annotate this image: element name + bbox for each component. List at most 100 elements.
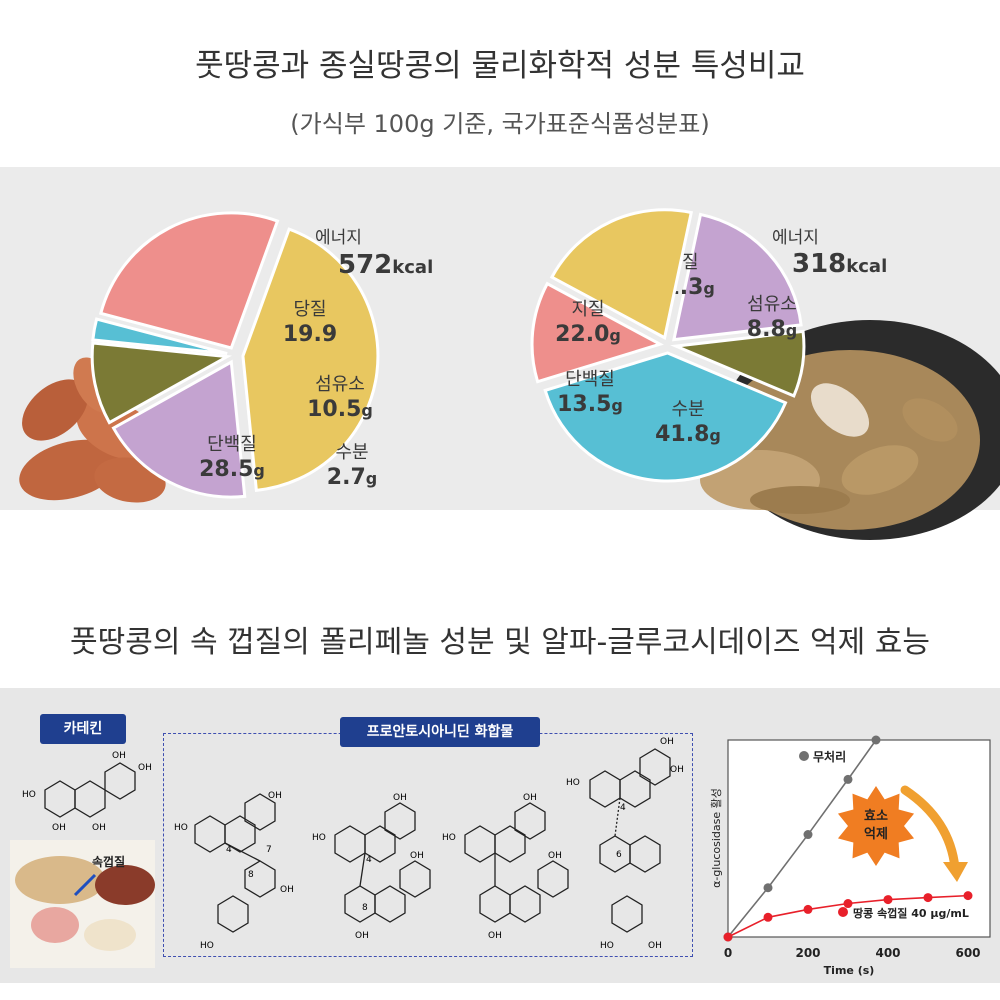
pie-slice-value-label: 2.7g: [327, 465, 377, 490]
pie-slice-value-label: 22.0g: [555, 322, 621, 347]
legend-marker-1: [799, 751, 809, 761]
pie-slice-지질: [549, 208, 694, 341]
structure2-position-4: 4: [366, 855, 372, 865]
x-tick-label: 0: [724, 946, 732, 960]
structure4-ho-label: HO: [566, 778, 580, 788]
pie-slice-수분: [543, 351, 788, 483]
structure1-oh-label-2: OH: [280, 885, 294, 895]
proanthocyanidin-structure-4: [589, 748, 671, 933]
series-2-point: [843, 899, 853, 909]
structure2-oh-label-2: OH: [410, 851, 424, 861]
pie-slice-unit: g: [786, 321, 797, 340]
pie-slice-unit: g: [611, 396, 622, 415]
pie-slice-unit: g: [709, 426, 720, 445]
pie-slice-name-label: 단백질: [207, 434, 257, 455]
pie-slice-name-label: 단백질: [565, 369, 615, 390]
pie-slice-value-label: 13.5g: [557, 392, 623, 417]
series-1-point: [803, 830, 813, 840]
proanthocyanidin-structure-3: [464, 802, 569, 923]
x-tick-label: 200: [795, 946, 820, 960]
structure1-oh-label-1: OH: [268, 791, 282, 801]
pie-slice-name-label: 수분: [335, 442, 368, 463]
catechin-tag: 카테킨: [40, 714, 126, 744]
pie-slice-unit: g: [366, 469, 377, 488]
legend-marker-2: [838, 907, 848, 917]
catechin-ho-label-1: HO: [22, 790, 36, 800]
pie-slice-name-label: 섬유소: [315, 374, 365, 395]
structure4-ho-label-2: HO: [600, 941, 614, 951]
energy-label: 에너지: [772, 228, 819, 248]
pie-slice-당질: [672, 212, 803, 342]
structure1-position-4: 4: [226, 845, 232, 855]
proanthocyanidin-structure-2: [334, 802, 431, 923]
pie-slice-unit: g: [609, 326, 620, 345]
peanut-inner-skin-photo: 속껍질: [10, 840, 155, 968]
structure1-ho-label-2: HO: [200, 941, 214, 951]
pie-slice-수분: [91, 317, 228, 356]
proanthocyanidin-tag: 프로안토시아니딘 화합물: [340, 717, 540, 747]
structure1-position-8: 8: [248, 870, 254, 880]
pie-slice-unit: g: [253, 461, 264, 480]
legend-label-1: 무처리: [813, 749, 846, 764]
structure3-oh-label-2: OH: [548, 851, 562, 861]
pie-chart-1: 지질46.2g당질19.9섬유소10.5g수분2.7g단백질28.5g에너지57…: [90, 211, 433, 499]
series-1-point: [871, 735, 881, 745]
pie-slice-unit: g: [361, 401, 372, 420]
series-1-point: [843, 774, 853, 784]
structure2-oh-label: OH: [393, 793, 407, 803]
pie-slice-value-label: 28.5g: [199, 457, 265, 482]
pie-slice-value-label: 41.8g: [655, 422, 721, 447]
pie-slice-섬유소: [90, 341, 233, 425]
section2-title: 풋땅콩의 속 껍질의 폴리페놀 성분 및 알파-글루코시데이즈 억제 효능: [70, 625, 930, 660]
energy-unit: kcal: [392, 257, 433, 278]
series-2-point: [883, 895, 893, 905]
pie-slice-unit: g: [703, 279, 714, 298]
pie-slice-name-label: 당질: [293, 299, 326, 320]
energy-label: 에너지: [315, 228, 362, 248]
inhibition-arrow-head: [943, 862, 968, 882]
series-2-point: [763, 912, 773, 922]
pie-slice-name-label: 지질: [571, 299, 604, 320]
pie-slice-name-label: 섬유소: [747, 294, 797, 315]
structure4-position-4: 4: [620, 803, 626, 813]
structure4-oh-label-3: OH: [648, 941, 662, 951]
page-subtitle: (가식부 100g 기준, 국가표준식품성분표): [290, 110, 710, 138]
inhibition-label-line1: 효소: [864, 809, 888, 824]
y-axis-label: α-glucosidase 활성: [709, 788, 723, 888]
pie-chart-2: 당질21.3g섬유소8.8g수분41.8g단백질13.5g지질22.0g에너지3…: [530, 208, 887, 483]
x-axis-label: Time (s): [824, 964, 875, 977]
pie-slice-name-label: 수분: [671, 399, 704, 420]
pie-slice-value-label: 19.9: [283, 322, 337, 347]
structure3-ho-label: HO: [442, 833, 456, 843]
pie-slice-value-label: 10.5g: [307, 397, 373, 422]
x-tick-label: 600: [955, 946, 980, 960]
page-title: 풋땅콩과 종실땅콩의 물리화학적 성분 특성비교: [195, 48, 805, 84]
pie-slice-당질: [111, 359, 247, 499]
structure4-oh-label: OH: [660, 737, 674, 747]
pie-slice-단백질: [98, 211, 280, 350]
x-tick-label: 400: [875, 946, 900, 960]
pie-slice-섬유소: [670, 329, 806, 398]
series-2-point: [963, 891, 973, 901]
pie-slice-단백질: [530, 281, 664, 384]
structure4-position-6: 6: [616, 850, 622, 860]
catechin-oh-label-3: OH: [112, 751, 126, 761]
structure1-ho-label: HO: [174, 823, 188, 833]
catechin-structure: [44, 762, 136, 818]
energy-unit: kcal: [846, 256, 887, 277]
series-1-point: [763, 883, 773, 893]
structure4-oh-label-2: OH: [670, 765, 684, 775]
series-2-point: [923, 893, 933, 903]
structure2-oh-label-3: OH: [355, 931, 369, 941]
structure3-oh-label: OH: [523, 793, 537, 803]
proanthocyanidin-structure-1: [194, 793, 276, 933]
inner-skin-label: 속껍질: [92, 855, 125, 869]
structure3-oh-label-3: OH: [488, 931, 502, 941]
inhibition-arrow: [900, 785, 960, 873]
structure2-position-8: 8: [362, 903, 368, 913]
catechin-oh-label-2: OH: [92, 823, 106, 833]
structure2-ho-label: HO: [312, 833, 326, 843]
